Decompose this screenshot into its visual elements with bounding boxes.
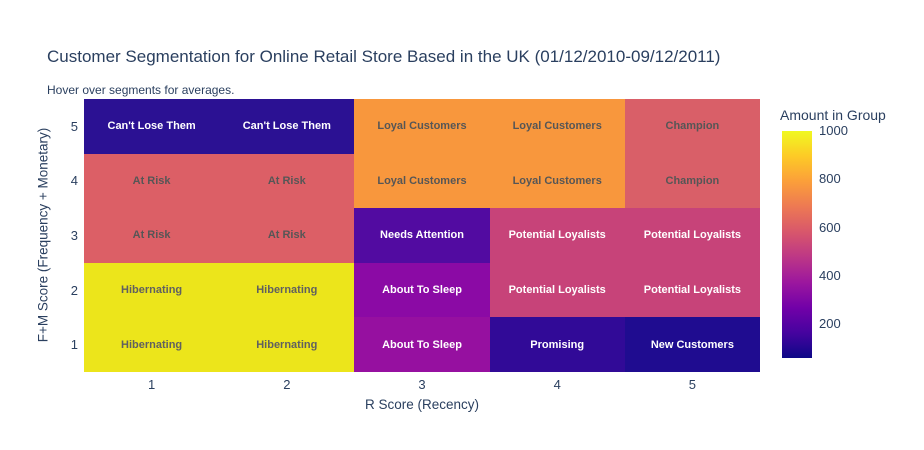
y-tick-label: 1 — [70, 337, 78, 353]
heatmap-cell[interactable]: At Risk — [219, 153, 355, 209]
x-axis-title: R Score (Recency) — [364, 397, 480, 412]
heatmap-cell[interactable]: Potential Loyalists — [624, 208, 760, 263]
heatmap-cell[interactable]: About To Sleep — [354, 317, 490, 372]
heatmap-cell[interactable]: Loyal Customers — [354, 99, 490, 154]
heatmap-cell[interactable]: Champion — [624, 153, 760, 209]
heatmap-cell[interactable]: About To Sleep — [354, 262, 490, 318]
heatmap-grid: Can't Lose Them Can't Lose Them Loyal Cust… — [84, 99, 760, 372]
heatmap-cell[interactable]: Hibernating — [84, 317, 220, 372]
y-tick-label: 4 — [70, 173, 78, 189]
y-tick-label: 3 — [70, 227, 78, 243]
x-axis-ticks: 1 2 3 4 5 — [84, 376, 760, 393]
y-tick-label: 2 — [70, 282, 78, 298]
x-tick-label: 4 — [553, 377, 561, 392]
heatmap-cell[interactable]: Hibernating — [84, 262, 220, 318]
heatmap-cell[interactable]: Hibernating — [219, 317, 355, 372]
x-tick-label: 1 — [147, 377, 156, 392]
y-tick-label: 5 — [70, 118, 78, 134]
y-axis-title: F+M Score (Frequency + Monetary) — [35, 127, 51, 343]
chart-title: Customer Segmentation for Online Retail … — [47, 47, 721, 66]
heatmap-cell[interactable]: Potential Loyalists — [489, 262, 625, 318]
heatmap-cell[interactable]: Loyal Customers — [489, 153, 625, 209]
x-tick-label: 5 — [688, 377, 697, 392]
heatmap-cell[interactable]: New Customers — [624, 317, 760, 372]
heatmap-cell[interactable]: Champion — [624, 99, 760, 154]
colorbar-gradient — [782, 131, 812, 358]
heatmap-cell[interactable]: At Risk — [84, 208, 220, 263]
colorbar-tick-label: 600 — [819, 219, 841, 235]
heatmap-cell[interactable]: At Risk — [84, 153, 220, 209]
heatmap-cell[interactable]: At Risk — [219, 208, 355, 263]
heatmap-cell[interactable]: Hibernating — [219, 262, 355, 318]
colorbar-tick-label: 800 — [819, 171, 841, 187]
heatmap-cell[interactable]: Can't Lose Them — [219, 99, 355, 154]
chart-subtitle: Hover over segments for averages. — [47, 83, 235, 97]
colorbar-tick-label: 200 — [819, 316, 841, 332]
heatmap-cell[interactable]: Can't Lose Them — [84, 99, 220, 154]
x-tick-label: 2 — [283, 377, 291, 392]
heatmap-cell[interactable]: Potential Loyalists — [624, 262, 760, 318]
heatmap-cell[interactable]: Potential Loyalists — [489, 208, 625, 263]
colorbar-tick-label: 400 — [819, 267, 841, 283]
x-tick-label: 3 — [418, 377, 426, 392]
colorbar-title: Amount in Group — [780, 107, 886, 123]
colorbar-tick-label: 1000 — [819, 123, 848, 138]
heatmap-cell[interactable]: Promising — [489, 317, 625, 372]
y-axis-ticks: 5 4 3 2 1 — [52, 99, 78, 372]
heatmap-cell[interactable]: Loyal Customers — [354, 153, 490, 209]
heatmap-cell[interactable]: Needs Attention — [354, 208, 490, 263]
heatmap-cell[interactable]: Loyal Customers — [489, 99, 625, 154]
